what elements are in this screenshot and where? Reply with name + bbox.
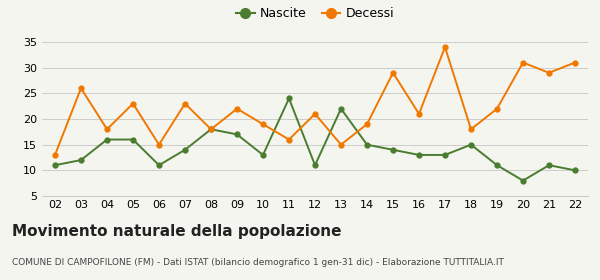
Text: Movimento naturale della popolazione: Movimento naturale della popolazione	[12, 224, 341, 239]
Legend: Nascite, Decessi: Nascite, Decessi	[231, 2, 399, 25]
Text: COMUNE DI CAMPOFILONE (FM) - Dati ISTAT (bilancio demografico 1 gen-31 dic) - El: COMUNE DI CAMPOFILONE (FM) - Dati ISTAT …	[12, 258, 504, 267]
